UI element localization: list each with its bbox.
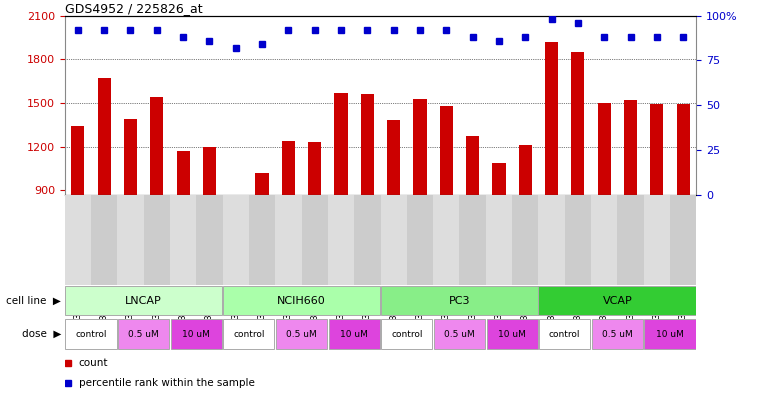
Text: NCIH660: NCIH660: [277, 296, 326, 306]
Bar: [308, 142, 321, 195]
Text: cell line  ▶: cell line ▶: [6, 296, 61, 306]
Bar: [440, 106, 453, 195]
Bar: [597, 103, 611, 195]
Bar: [565, 195, 591, 285]
Text: LNCAP: LNCAP: [126, 296, 162, 306]
Bar: [170, 195, 196, 285]
Bar: [519, 145, 532, 195]
Bar: [540, 319, 591, 349]
Bar: [97, 78, 111, 195]
Bar: [276, 319, 327, 349]
Bar: [413, 99, 427, 195]
Bar: [91, 195, 117, 285]
Text: control: control: [233, 330, 265, 338]
Bar: [282, 141, 295, 195]
Text: control: control: [391, 330, 422, 338]
Bar: [380, 286, 538, 315]
Text: 0.5 uM: 0.5 uM: [602, 330, 632, 338]
Bar: [486, 319, 537, 349]
Bar: [65, 195, 91, 285]
Bar: [118, 319, 169, 349]
Bar: [223, 286, 380, 315]
Bar: [150, 97, 164, 195]
Bar: [545, 42, 558, 195]
Text: control: control: [75, 330, 107, 338]
Bar: [72, 126, 84, 195]
Bar: [65, 319, 116, 349]
Bar: [677, 105, 689, 195]
Bar: [645, 319, 696, 349]
Bar: [407, 195, 433, 285]
Bar: [65, 286, 222, 315]
Bar: [592, 319, 643, 349]
Bar: [361, 94, 374, 195]
Bar: [644, 195, 670, 285]
Bar: [196, 195, 222, 285]
Bar: [223, 195, 249, 285]
Text: GDS4952 / 225826_at: GDS4952 / 225826_at: [65, 2, 202, 15]
Text: 0.5 uM: 0.5 uM: [444, 330, 475, 338]
Bar: [460, 195, 486, 285]
Bar: [381, 319, 432, 349]
Bar: [334, 93, 348, 195]
Bar: [539, 195, 565, 285]
Bar: [203, 147, 216, 195]
Bar: [624, 100, 637, 195]
Text: 0.5 uM: 0.5 uM: [286, 330, 317, 338]
Bar: [177, 151, 189, 195]
Bar: [124, 119, 137, 195]
Bar: [301, 195, 328, 285]
Bar: [486, 195, 512, 285]
Bar: [492, 163, 505, 195]
Bar: [275, 195, 301, 285]
Bar: [144, 195, 170, 285]
Bar: [328, 195, 354, 285]
Bar: [329, 319, 380, 349]
Text: 10 uM: 10 uM: [340, 330, 368, 338]
Bar: [617, 195, 644, 285]
Text: count: count: [78, 358, 108, 368]
Text: 10 uM: 10 uM: [498, 330, 526, 338]
Bar: [249, 195, 275, 285]
Text: percentile rank within the sample: percentile rank within the sample: [78, 378, 254, 387]
Text: dose  ▶: dose ▶: [21, 329, 61, 339]
Bar: [650, 105, 664, 195]
Bar: [572, 52, 584, 195]
Text: 10 uM: 10 uM: [183, 330, 210, 338]
Text: 10 uM: 10 uM: [656, 330, 684, 338]
Text: 0.5 uM: 0.5 uM: [129, 330, 159, 338]
Bar: [224, 319, 275, 349]
Bar: [433, 195, 460, 285]
Bar: [512, 195, 539, 285]
Bar: [354, 195, 380, 285]
Bar: [434, 319, 485, 349]
Bar: [256, 173, 269, 195]
Bar: [591, 195, 617, 285]
Text: control: control: [549, 330, 581, 338]
Bar: [539, 286, 696, 315]
Bar: [170, 319, 221, 349]
Bar: [466, 136, 479, 195]
Bar: [670, 195, 696, 285]
Text: VCAP: VCAP: [603, 296, 632, 306]
Bar: [380, 195, 407, 285]
Text: PC3: PC3: [449, 296, 470, 306]
Bar: [387, 120, 400, 195]
Bar: [117, 195, 144, 285]
